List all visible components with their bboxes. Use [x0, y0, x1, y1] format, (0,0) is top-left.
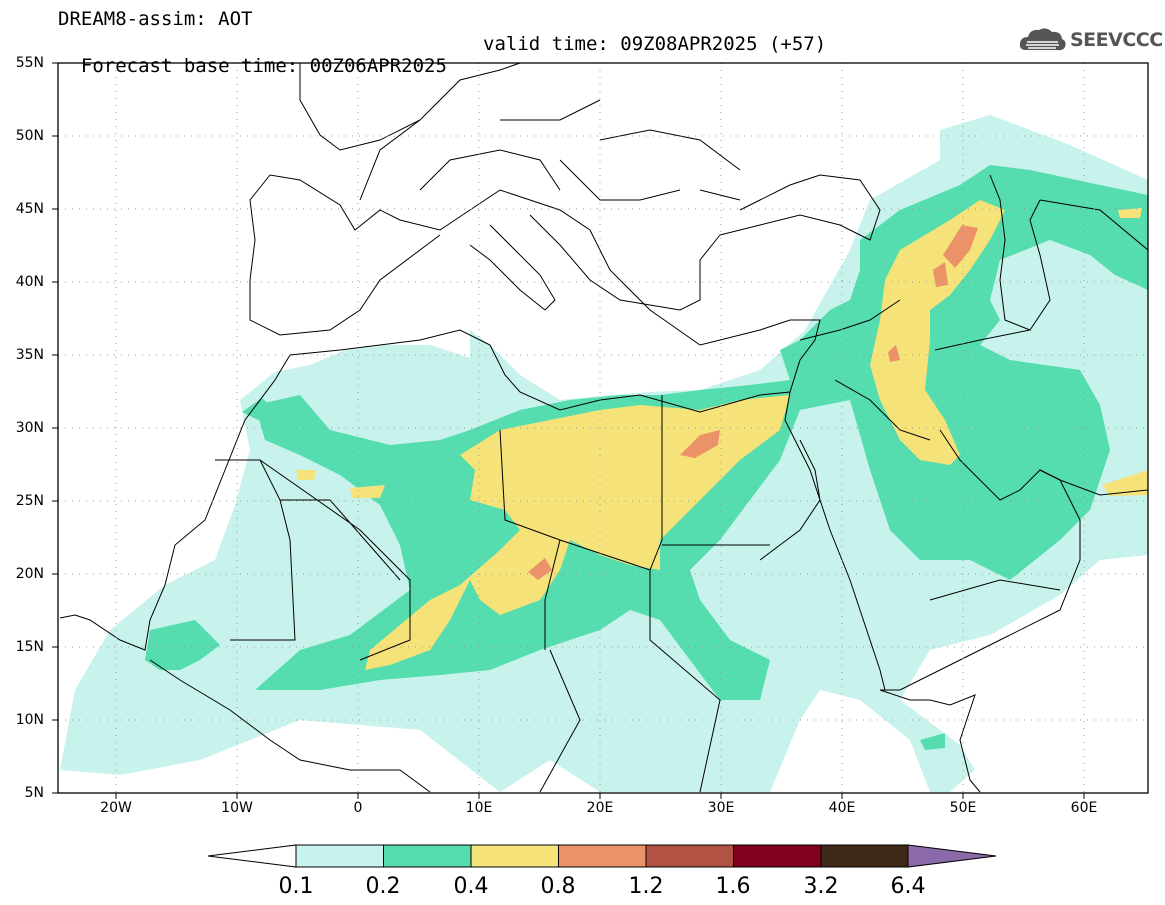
colorbar-box-0.1 — [295, 844, 384, 868]
coastlines-borders — [59, 63, 1148, 793]
lat-label-10N: 10N — [16, 712, 44, 728]
seevccc-logo: SEEVCCC — [1018, 24, 1163, 58]
coastline-iran — [1039, 469, 1148, 496]
coastline-gulf-guinea — [149, 659, 431, 793]
coastline-atlantic-med — [59, 174, 821, 651]
colorbar-label-0.1: 0.1 — [279, 874, 314, 899]
colorbar-labels: 0.1 0.2 0.4 0.8 1.2 1.6 3.2 6.4 — [279, 874, 926, 899]
lon-label-10W: 10W — [221, 800, 253, 816]
cloud-icon — [1019, 28, 1066, 51]
lon-label-60E: 60E — [1071, 800, 1098, 816]
colorbar-label-1.2: 1.2 — [629, 874, 664, 899]
valid-time: valid time: 09Z08APR2025 (+57) — [483, 33, 827, 55]
coastline-red-sea — [759, 391, 886, 691]
logo-text: SEEVCCC — [1070, 29, 1163, 51]
colorbar-box-1.6 — [733, 844, 822, 868]
borders-africa — [215, 395, 770, 793]
lat-label-50N: 50N — [16, 128, 44, 144]
coastline-balkans-greece — [529, 214, 721, 311]
forecast-time-line: Forecast base time: 00Z06APR2025 valid ti… — [58, 33, 826, 77]
lat-label-55N: 55N — [16, 55, 44, 71]
lat-label-40N: 40N — [16, 274, 44, 290]
colorbar-label-0.8: 0.8 — [541, 874, 576, 899]
colorbar-box-3.2 — [820, 844, 909, 868]
colorbar-label-0.4: 0.4 — [454, 874, 489, 899]
lon-label-20W: 20W — [100, 800, 132, 816]
colorbar-label-3.2: 3.2 — [804, 874, 839, 899]
lon-label-50E: 50E — [950, 800, 977, 816]
coastline-italy — [469, 224, 556, 311]
lat-label-45N: 45N — [16, 201, 44, 217]
colorbar-box-0.2 — [383, 844, 472, 868]
lat-ticks — [52, 62, 58, 794]
base-time: Forecast base time: 00Z06APR2025 — [80, 55, 447, 77]
colorbar-low-arrow — [207, 844, 297, 868]
colorbar-high-arrow — [907, 844, 997, 868]
coastline-black-sea — [719, 174, 881, 241]
lon-label-20E: 20E — [587, 800, 614, 816]
borders-europe — [359, 99, 741, 201]
lat-label-20N: 20N — [16, 566, 44, 582]
aot-contours — [60, 115, 1148, 792]
lon-label-30E: 30E — [708, 800, 735, 816]
gridlines — [58, 63, 1148, 793]
colorbar-box-0.8 — [558, 844, 647, 868]
map-title: DREAM8-assim: AOT — [58, 8, 253, 30]
colorbar-box-0.4 — [470, 844, 559, 868]
lon-label-10E: 10E — [466, 800, 493, 816]
colorbar-label-6.4: 6.4 — [891, 874, 926, 899]
lat-label-30N: 30N — [16, 420, 44, 436]
coastline-arabia — [880, 429, 1081, 691]
borders-middle-east — [799, 199, 1148, 601]
aot-level-0.4 — [296, 200, 1148, 670]
lat-label-15N: 15N — [16, 639, 44, 655]
lat-axis: 55N 50N 45N 40N 35N 30N 25N 20N 15N 10N … — [16, 55, 44, 801]
lat-label-25N: 25N — [16, 493, 44, 509]
coastline-europe-north — [299, 63, 521, 151]
lon-axis: 20W 10W 0 10E 20E 30E 40E 50E 60E — [100, 800, 1097, 816]
lat-label-5N: 5N — [25, 785, 44, 801]
colorbar: 0.1 0.2 0.4 0.8 1.2 1.6 3.2 6.4 — [207, 844, 997, 899]
lat-label-35N: 35N — [16, 347, 44, 363]
colorbar-boxes — [295, 844, 909, 868]
coastline-caspian — [989, 174, 1051, 331]
colorbar-label-0.2: 0.2 — [366, 874, 401, 899]
colorbar-box-1.2 — [645, 844, 734, 868]
lon-label-0: 0 — [354, 800, 363, 816]
colorbar-label-1.6: 1.6 — [716, 874, 751, 899]
lon-label-40E: 40E — [829, 800, 856, 816]
lon-ticks — [115, 793, 1085, 799]
